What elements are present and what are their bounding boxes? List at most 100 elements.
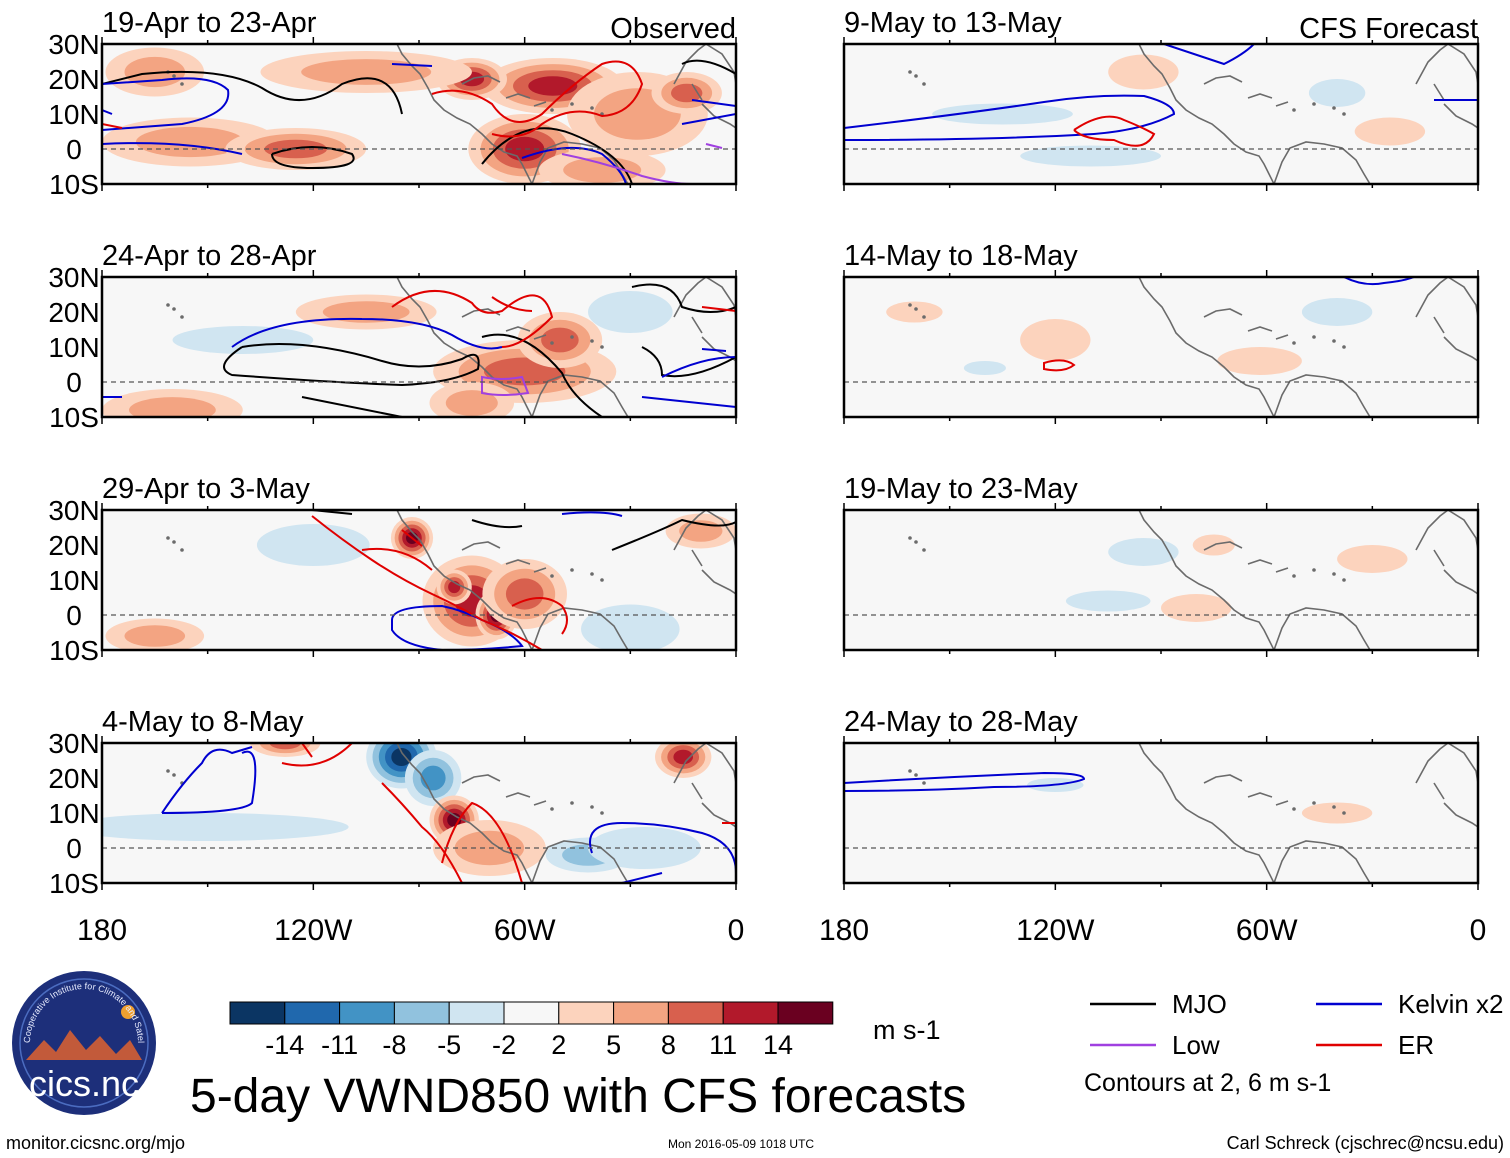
contour-er — [1073, 115, 1156, 147]
x-tick-label: 180 — [819, 914, 869, 947]
colorbar-swatch — [777, 1001, 834, 1025]
island-dot — [922, 82, 926, 86]
panel-fc-2: 14-May to 18-May — [842, 240, 1480, 424]
vwnd-anomaly-shade — [932, 103, 1073, 125]
island-dot — [1332, 106, 1336, 110]
panel-title: 4-May to 8-May — [102, 706, 304, 738]
y-tick-label: 10N — [48, 99, 99, 130]
colorbar-swatch — [722, 1001, 779, 1025]
island-dot — [600, 345, 604, 349]
vwnd-anomaly-shade — [269, 743, 301, 750]
vwnd-anomaly-shade — [505, 578, 544, 610]
island-dot — [1342, 811, 1346, 815]
panel-title: 29-Apr to 3-May — [102, 473, 310, 505]
panel-title: 24-Apr to 28-Apr — [102, 240, 317, 272]
vwnd-anomaly-shade — [581, 604, 680, 650]
contour-kelvin-x2 — [161, 746, 736, 883]
island-dot — [1332, 339, 1336, 343]
panel-obs-2: 30N 20N 10N 0 10S 24-Apr to 28-Apr — [48, 240, 738, 433]
colorbar-swatch — [339, 1001, 395, 1025]
vwnd-anomaly-shade — [445, 390, 498, 416]
legend-label: MJO — [1172, 989, 1227, 1019]
island-dot — [590, 106, 594, 110]
vwnd-anomaly-shade — [1301, 298, 1373, 326]
colorbar-swatch — [229, 1001, 286, 1025]
island-dot — [180, 82, 184, 86]
contour-legend: MJO Kelvin x2 Low ER — [1090, 989, 1504, 1060]
footer-timestamp: Mon 2016-05-09 1018 UTC — [668, 1137, 814, 1151]
vwnd-anomaly-shade — [1108, 538, 1179, 566]
island-dot — [550, 341, 554, 345]
island-dot — [1332, 805, 1336, 809]
panel-fc-4: 24-May to 28-May — [842, 706, 1480, 890]
x-tick-label: 0 — [1470, 914, 1487, 947]
island-dot — [1342, 345, 1346, 349]
island-dot — [550, 807, 554, 811]
panel-title: 9-May to 13-May — [844, 7, 1062, 39]
island-dot — [1292, 108, 1296, 112]
colorbar-level: 2 — [551, 1030, 566, 1060]
vwnd-anomaly-shade — [1020, 145, 1161, 167]
y-tick-label: 30N — [48, 495, 99, 526]
island-dot — [908, 769, 912, 773]
y-tick-label: 10N — [48, 565, 99, 596]
logo-disc — [12, 971, 156, 1115]
island-dot — [590, 805, 594, 809]
island-dot — [600, 811, 604, 815]
vwnd-anomaly-shade — [1354, 117, 1426, 146]
colorbar-level: 5 — [606, 1030, 621, 1060]
island-dot — [166, 536, 170, 540]
x-tick-label: 120W — [1016, 914, 1095, 947]
panel-background — [844, 743, 1478, 883]
y-tick-label: 0 — [66, 134, 82, 165]
vwnd-anomaly-shade — [1301, 802, 1373, 824]
y-tick-label: 10S — [49, 635, 99, 666]
logo-mountains-icon — [26, 1030, 142, 1060]
y-tick-label: 0 — [66, 367, 82, 398]
y-tick-label: 0 — [66, 600, 82, 631]
contour-overlays — [844, 44, 1478, 147]
footer-author: Carl Schreck (cjschrec@ncsu.edu) — [1227, 1133, 1504, 1153]
vwnd-anomaly-shade — [963, 361, 1006, 375]
vwnd-field — [908, 44, 1478, 184]
contour-kelvin-x2 — [844, 44, 1478, 141]
colorbar-level: 8 — [661, 1030, 676, 1060]
panel-title: 14-May to 18-May — [844, 240, 1078, 272]
y-tick-label: 10N — [48, 332, 99, 363]
panel-background — [844, 277, 1478, 417]
island-dot — [914, 540, 918, 544]
panel-fc-3: 19-May to 23-May — [842, 473, 1480, 657]
island-dot — [1342, 578, 1346, 582]
y-tick-label: 30N — [48, 262, 99, 293]
y-tick-label: 10S — [49, 868, 99, 899]
vwnd-anomaly-shade — [1020, 319, 1091, 361]
vwnd-anomaly-shade — [1217, 347, 1302, 375]
colorbar-swatch — [558, 1001, 615, 1025]
panel-background — [844, 510, 1478, 650]
contour-er — [391, 290, 736, 348]
island-dot — [908, 303, 912, 307]
contour-overlays — [161, 743, 736, 883]
colorbar-swatch — [284, 1001, 341, 1025]
panel-obs-3: 30N 20N 10N 0 10S 29-Apr to 3-May — [48, 473, 738, 666]
y-tick-label: 20N — [48, 297, 99, 328]
colorbar-swatch — [393, 1001, 450, 1025]
contour-overlays — [844, 771, 1086, 792]
island-dot — [908, 536, 912, 540]
coastline — [1138, 44, 1478, 184]
colorbar-level: 11 — [709, 1030, 737, 1060]
coastline — [1138, 510, 1478, 650]
colorbar-units: m s-1 — [873, 1015, 941, 1045]
colorbar-swatch — [448, 1001, 505, 1025]
island-dot — [914, 307, 918, 311]
contour-kelvin-x2 — [102, 317, 736, 408]
x-tick-label: 60W — [1236, 914, 1298, 947]
island-dot — [180, 315, 184, 319]
contour-kelvin-x2 — [102, 63, 736, 184]
island-dot — [922, 781, 926, 785]
island-dot — [172, 540, 176, 544]
y-tick-label: 30N — [48, 728, 99, 759]
vwnd-anomaly-shade — [1337, 545, 1408, 573]
vwnd-anomaly-shade — [391, 748, 412, 766]
